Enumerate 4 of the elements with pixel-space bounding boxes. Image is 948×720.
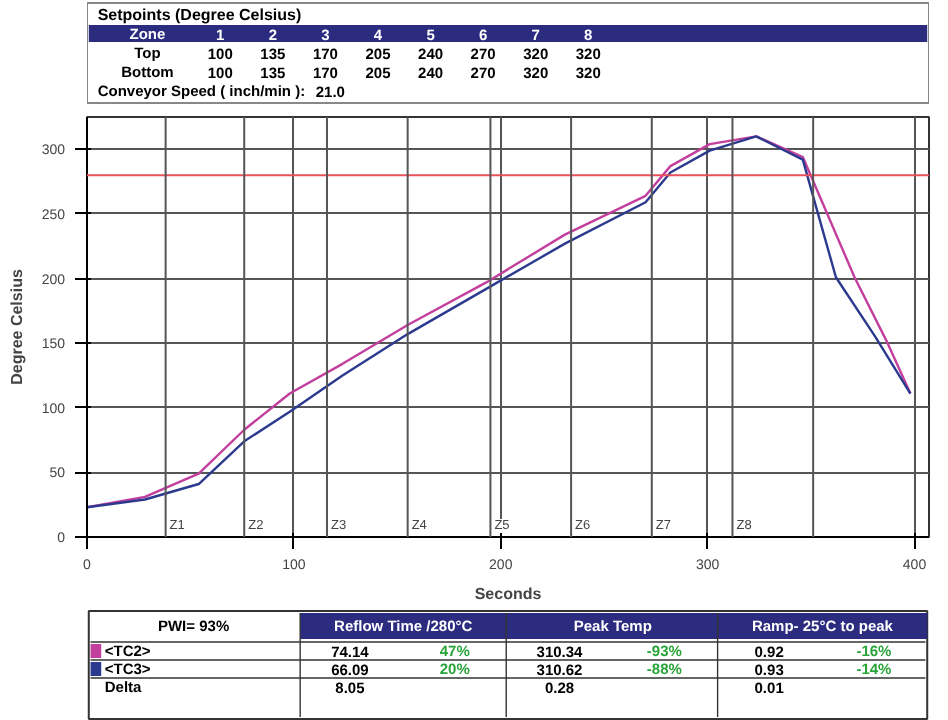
y-axis-title: Degree Celsius — [7, 268, 26, 385]
x-axis-title: Seconds — [474, 585, 543, 603]
chart-title: Setpoints (Degree Celsius) — [97, 6, 302, 24]
line-series — [87, 135, 912, 509]
